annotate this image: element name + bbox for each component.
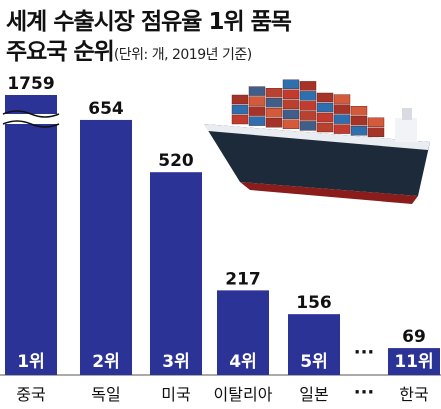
title-line-2: 주요국 순위(단위: 개, 2019년 기준) xyxy=(6,32,252,66)
chart-title: 세계 수출시장 점유율 1위 품목 xyxy=(6,9,292,35)
rank-label-5: 11위 xyxy=(394,352,433,372)
container-14 xyxy=(282,89,300,100)
container-31 xyxy=(350,105,368,116)
container-8 xyxy=(265,107,283,118)
bar-4 xyxy=(288,314,340,375)
container-25 xyxy=(333,124,351,134)
gap-ellipsis-1: ··· xyxy=(354,382,375,403)
category-label-4: 일본 xyxy=(299,385,328,404)
container-0 xyxy=(231,114,249,125)
category-label-1: 독일 xyxy=(91,385,120,404)
container-4 xyxy=(248,106,266,116)
axis-break-line-bottom xyxy=(2,120,60,128)
container-16 xyxy=(299,121,317,131)
container-12 xyxy=(282,109,300,120)
category-label-2: 미국 xyxy=(161,385,190,404)
container-24 xyxy=(316,92,334,103)
container-7 xyxy=(265,117,283,128)
axis-break-gap xyxy=(3,114,59,124)
rank-label-2: 3위 xyxy=(162,352,189,372)
rank-label-3: 4위 xyxy=(229,352,256,372)
value-label-5: 69 xyxy=(402,327,426,347)
category-label-0: 중국 xyxy=(16,385,45,404)
container-23 xyxy=(316,102,334,113)
container-20 xyxy=(299,81,317,91)
bar-5 xyxy=(388,348,440,375)
container-21 xyxy=(316,122,334,133)
value-label-0: 1759 xyxy=(7,74,54,94)
container-27 xyxy=(333,104,351,114)
category-label-3: 이탈리아 xyxy=(214,385,273,404)
rank-label-1: 2위 xyxy=(92,352,119,372)
container-30 xyxy=(350,115,368,126)
container-29 xyxy=(350,125,368,136)
container-18 xyxy=(299,101,317,111)
chart-subtitle: 주요국 순위 xyxy=(6,39,115,65)
container-3 xyxy=(248,116,266,126)
container-11 xyxy=(282,119,300,130)
container-28 xyxy=(333,94,351,104)
container-22 xyxy=(316,112,334,123)
value-label-3: 217 xyxy=(225,269,261,289)
container-10 xyxy=(265,87,283,98)
container-ship-illustration xyxy=(204,79,430,204)
bar-2 xyxy=(150,172,202,375)
container-32 xyxy=(367,127,385,138)
axis-break-line-top xyxy=(2,110,60,118)
container-19 xyxy=(299,91,317,101)
value-label-1: 654 xyxy=(88,99,124,119)
category-label-5: 한국 xyxy=(399,385,428,404)
container-5 xyxy=(248,96,266,106)
container-33 xyxy=(367,117,385,128)
container-13 xyxy=(282,99,300,110)
bar-3 xyxy=(217,290,269,375)
container-15 xyxy=(282,79,300,90)
rank-label-4: 5위 xyxy=(300,352,327,372)
unit-label: (단위: 개, 2019년 기준) xyxy=(113,47,252,63)
value-label-2: 520 xyxy=(158,151,194,171)
bar-1 xyxy=(80,119,132,375)
container-26 xyxy=(333,114,351,124)
gap-ellipsis-0: ··· xyxy=(354,342,375,363)
container-9 xyxy=(265,97,283,108)
value-label-4: 156 xyxy=(296,293,332,313)
bar-0 xyxy=(5,95,57,375)
container-17 xyxy=(299,111,317,121)
rank-label-0: 1위 xyxy=(17,352,44,372)
container-2 xyxy=(231,94,249,105)
container-6 xyxy=(248,86,266,96)
container-1 xyxy=(231,104,249,115)
